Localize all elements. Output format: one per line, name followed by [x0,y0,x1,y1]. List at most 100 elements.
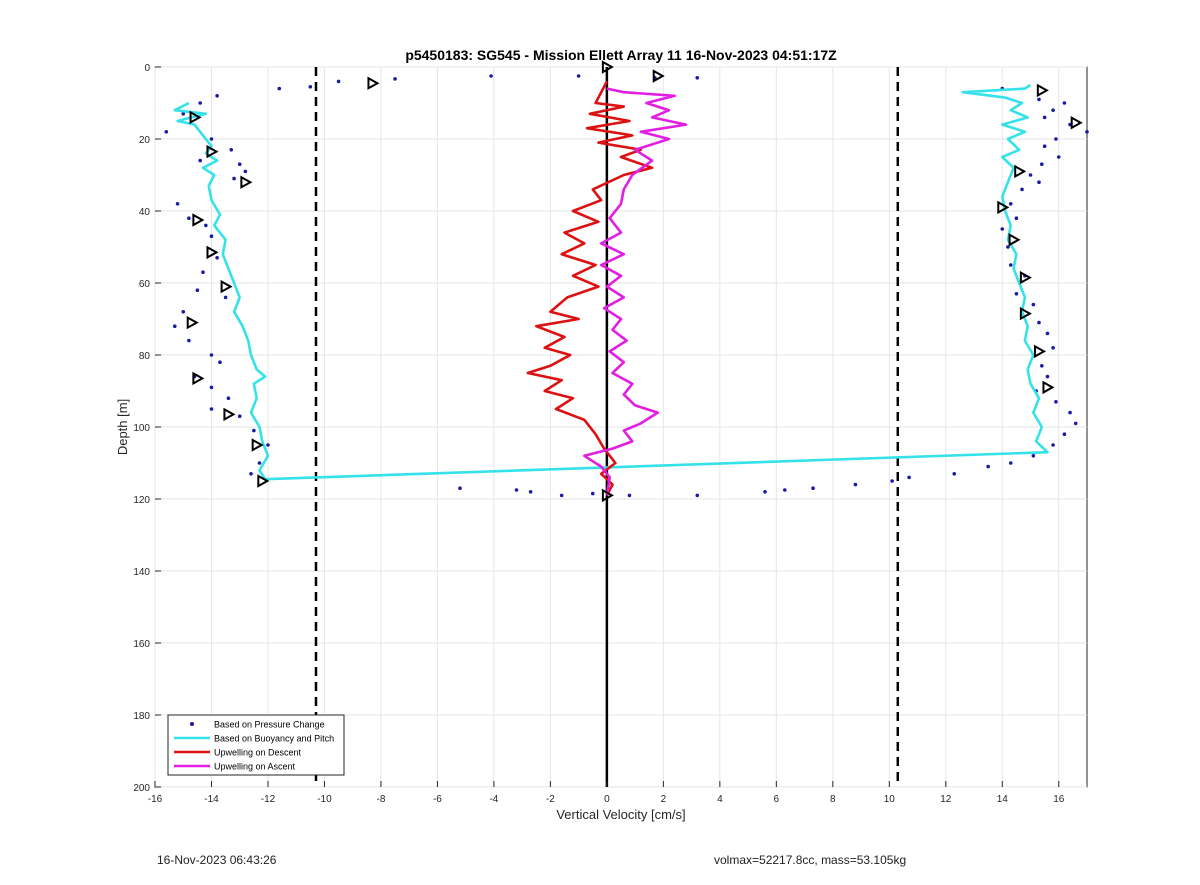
series-line [526,80,654,496]
data-point [172,324,177,329]
triangle-marker [192,213,205,227]
triangle-marker [1036,83,1049,98]
triangle-marker [652,69,665,83]
data-point [1031,302,1036,307]
data-point [559,493,564,498]
data-point [1054,137,1058,141]
x-axis-label: Vertical Velocity [cm/s] [556,807,685,822]
data-point [514,488,519,492]
data-point [576,74,581,78]
data-point [1068,410,1072,415]
data-point [1054,400,1058,404]
data-point [195,288,200,293]
y-axis-label: Depth [m] [115,399,130,455]
legend-symbol [190,722,194,726]
y-tick-label: 180 [133,711,150,722]
series-upwelling-on-descent [526,80,654,496]
data-point [695,76,700,80]
data-point [215,94,219,98]
triangle-marker [1014,164,1027,179]
triangle-marker [240,175,253,189]
data-point [181,310,186,314]
data-point [181,112,186,116]
series-line [583,87,688,496]
series-ascent-markers [997,83,1083,395]
triangle-marker [251,438,264,452]
data-point [393,77,397,81]
data-point [952,472,957,476]
data-point [1037,320,1041,325]
y-tick-label: 140 [133,567,150,578]
triangle-marker [1019,306,1032,321]
data-point [1037,180,1041,184]
x-tick-label: -4 [489,794,498,805]
reference-lines [314,67,900,787]
data-point [986,464,990,469]
data-point [890,479,894,483]
data-point [783,488,787,492]
data-point [627,493,632,498]
footer-timestamp: 16-Nov-2023 06:43:26 [157,853,277,867]
data-point [243,169,248,174]
data-point [209,137,214,141]
x-tick-label: 2 [661,794,667,805]
y-tick-label: 40 [139,207,151,218]
x-tick-label: -10 [317,794,332,805]
data-point [1040,162,1044,166]
data-point [1051,443,1055,447]
data-point [336,79,341,84]
data-point [1037,97,1041,102]
x-tick-label: 14 [997,794,1009,805]
data-point [249,472,253,476]
data-point [1042,115,1047,120]
data-point [1014,292,1019,296]
series-zero-markers [367,60,665,503]
data-point [252,428,256,433]
data-point [215,255,219,260]
data-point [1085,130,1089,134]
footer-parameters: volmax=52217.8cc, mass=53.105kg [714,853,907,867]
data-point [528,490,533,494]
triangle-marker [997,200,1010,215]
x-tick-label: 10 [884,794,896,805]
data-point [1020,187,1024,192]
x-tick-label: -8 [376,794,385,805]
triangle-marker [1019,270,1032,285]
triangle-marker [601,60,614,74]
data-series [164,60,1089,503]
data-point [907,475,911,480]
data-point [204,223,208,228]
series-descent-markers [186,110,270,488]
x-tick-label: 12 [940,794,952,805]
data-point [232,176,236,181]
data-point [226,396,231,401]
x-axis-ticks: -16 -14 -12 -10 -8 -6 -4 -2 0 2 4 6 8 10 12 14 16 [148,781,1065,805]
series-upwelling-on-ascent [583,87,688,496]
triangle-marker [206,144,219,159]
data-point [237,162,242,166]
data-point [175,202,180,206]
x-tick-label: -2 [546,794,555,805]
x-tick-label: -12 [261,794,276,805]
triangle-marker [367,76,380,90]
data-point [266,443,270,447]
legend: Based on Pressure Change Based on Buoyanc… [167,714,345,776]
legend-label: Upwelling on Descent [214,748,302,758]
data-point [229,148,234,152]
x-tick-label: 4 [717,794,723,805]
data-point [223,295,228,300]
data-point [853,482,858,487]
data-point [763,490,767,494]
y-tick-label: 160 [133,639,150,650]
data-point [1062,101,1067,105]
data-point [489,74,493,78]
x-tick-label: -16 [148,794,163,805]
data-point [1031,454,1036,458]
y-tick-label: 80 [139,351,151,362]
data-point [1000,227,1005,231]
data-point [590,491,595,496]
data-point [1051,346,1055,350]
legend-label: Based on Pressure Change [214,720,325,730]
data-point [257,461,262,465]
